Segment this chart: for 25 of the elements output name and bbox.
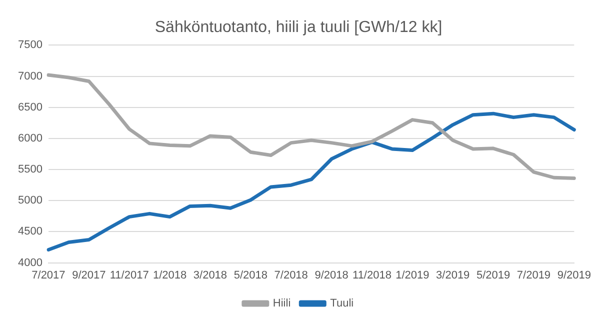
x-tick-label: 5/2018 <box>234 269 268 282</box>
y-tick-label: 7500 <box>18 39 42 52</box>
x-tick-label: 3/2018 <box>193 269 228 282</box>
y-tick-label: 6000 <box>18 132 42 144</box>
x-tick-label: 5/2019 <box>476 269 510 282</box>
y-tick-label: 5500 <box>18 164 42 176</box>
x-tick-label: 9/2018 <box>314 269 348 282</box>
x-tick-label: 3/2019 <box>436 269 470 282</box>
x-tick-label: 7/2017 <box>32 269 66 282</box>
y-tick-label: 5000 <box>18 194 42 207</box>
x-tick-label: 7/2018 <box>274 269 308 282</box>
legend-label: Hiili <box>272 298 291 310</box>
x-tick-label: 1/2018 <box>152 269 187 282</box>
x-tick-label: 9/2019 <box>557 269 592 282</box>
x-tick-label: 7/2019 <box>516 269 551 282</box>
y-tick-label: 4000 <box>18 256 42 269</box>
y-tick-label: 7000 <box>18 70 42 82</box>
chart-title: Sähköntuotanto, hiili ja tuuli [GWh/12 kk] <box>154 19 442 36</box>
y-tick-label: 4500 <box>18 226 42 238</box>
x-tick-label: 11/2018 <box>352 269 392 282</box>
x-tick-label: 1/2019 <box>396 269 430 282</box>
legend-label: Tuuli <box>330 298 354 310</box>
x-tick-label: 9/2017 <box>72 269 106 282</box>
y-tick-label: 6500 <box>18 101 42 114</box>
x-tick-label: 11/2017 <box>110 269 149 282</box>
